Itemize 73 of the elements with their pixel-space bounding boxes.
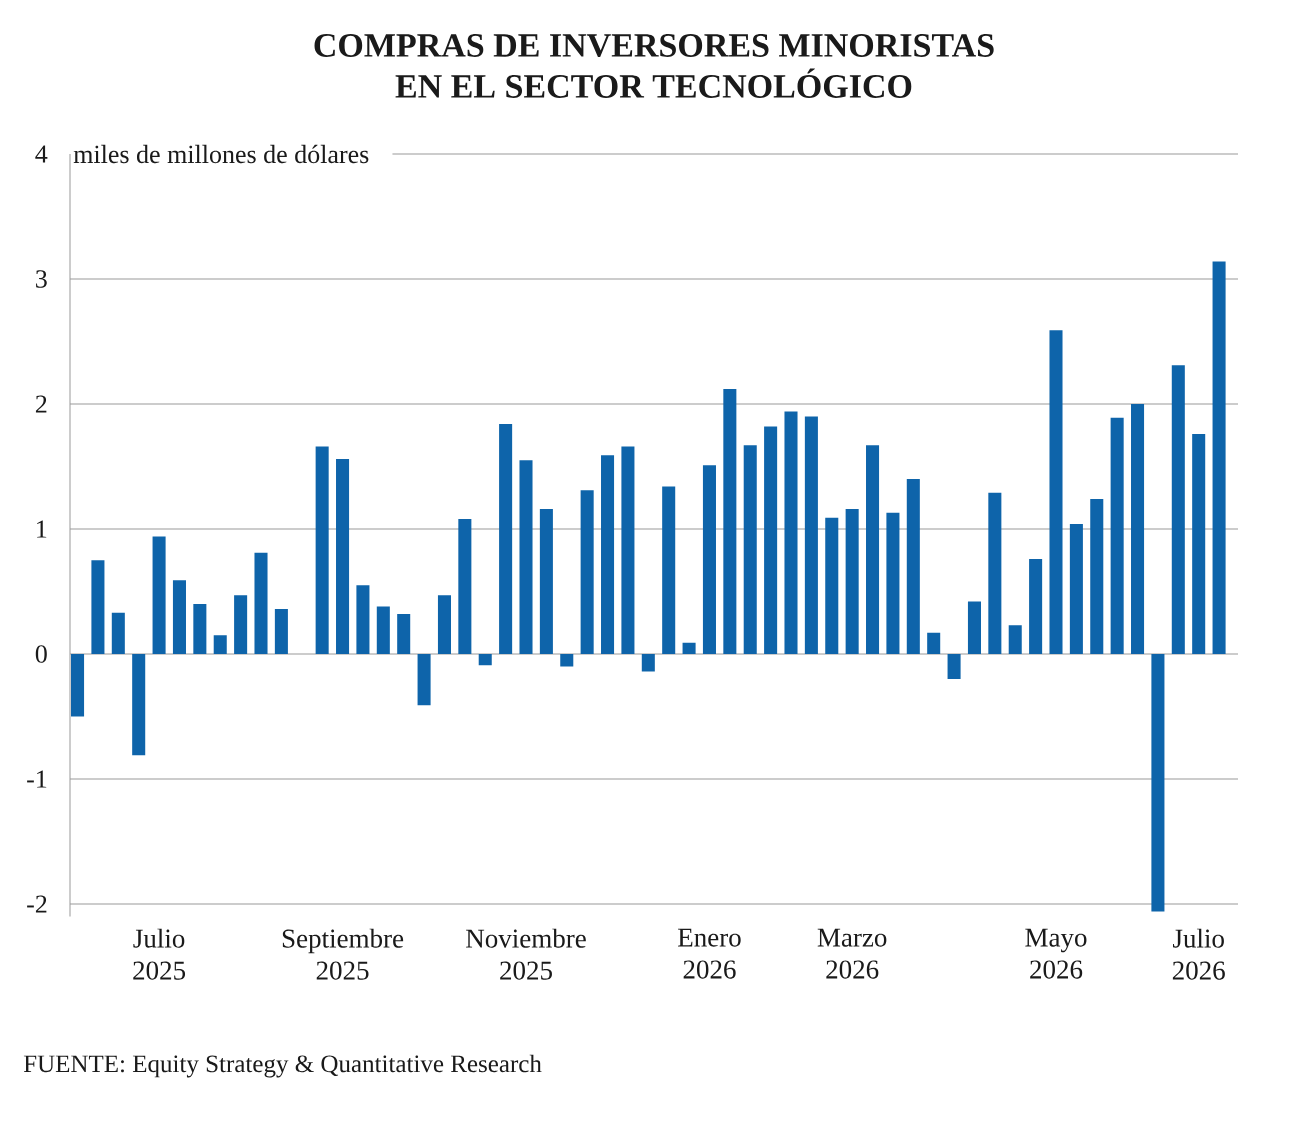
x-tick-label: Septiembre 2025	[282, 928, 404, 980]
bar	[213, 635, 227, 654]
bar	[1049, 330, 1063, 654]
bar	[1151, 653, 1165, 912]
bar	[336, 458, 350, 654]
bar	[743, 445, 757, 654]
bar	[1192, 433, 1206, 654]
bar	[560, 653, 574, 667]
bar	[499, 423, 513, 654]
bar	[71, 653, 85, 717]
bar	[234, 595, 248, 654]
bar	[886, 512, 900, 654]
bar	[784, 411, 798, 654]
x-tick-label: Noviembre 2025	[466, 928, 586, 980]
bar	[478, 653, 492, 666]
bar	[376, 606, 390, 654]
bar	[947, 653, 961, 679]
bar	[417, 653, 431, 706]
bar	[662, 486, 676, 654]
bar	[906, 478, 920, 654]
bar	[927, 632, 941, 654]
bar	[825, 517, 839, 654]
y-tick-label: 0	[35, 645, 47, 663]
y-tick-label: -2	[27, 895, 47, 913]
y-tick-label: 3	[36, 270, 47, 288]
bar	[111, 612, 125, 654]
bar	[437, 595, 451, 654]
bar	[1131, 403, 1145, 654]
chart-title: COMPRAS DE INVERSORES MINORISTAS EN EL SECTOR TECNOLÓGICO	[314, 34, 994, 98]
x-tick-label: Julio 2025	[133, 928, 186, 980]
bar	[254, 552, 268, 654]
bar	[764, 426, 778, 654]
bar	[91, 560, 105, 654]
bar	[1008, 625, 1022, 654]
bar	[866, 445, 880, 654]
bar	[193, 604, 207, 654]
bar	[967, 601, 981, 654]
bar	[804, 416, 818, 654]
bar	[580, 490, 594, 654]
bar	[845, 508, 859, 654]
bar	[1110, 417, 1124, 654]
source-note: FUENTE: Equity Strategy & Quantitative Research	[23, 1054, 542, 1078]
bar	[988, 492, 1002, 654]
bar	[132, 653, 146, 756]
x-tick-label: Julio 2026	[1172, 928, 1225, 980]
y-tick-label: 1	[37, 520, 47, 538]
bar	[621, 446, 635, 654]
bar	[1171, 365, 1185, 654]
bar	[397, 613, 411, 654]
bar	[723, 388, 737, 654]
bar	[1090, 498, 1104, 654]
y-axis-title: miles de millones de dólares	[73, 144, 369, 164]
bar	[152, 536, 166, 654]
x-tick-label: Marzo 2026	[817, 928, 887, 979]
bar	[274, 608, 288, 654]
bar	[1029, 558, 1043, 654]
y-tick-label: 4	[35, 145, 48, 163]
bar	[601, 455, 615, 654]
bar	[641, 653, 655, 672]
bar	[1069, 523, 1083, 654]
bar	[682, 642, 696, 654]
bar	[539, 508, 553, 654]
bar	[315, 446, 329, 654]
bar	[172, 580, 186, 654]
x-tick-label: Enero 2026	[678, 928, 741, 979]
bar	[702, 465, 716, 654]
bar	[356, 585, 370, 654]
bar	[458, 518, 472, 654]
x-tick-label: Mayo 2026	[1025, 928, 1087, 979]
y-tick-label: 2	[35, 395, 47, 413]
y-tick-label: -1	[27, 770, 47, 788]
bar	[1212, 261, 1226, 654]
bar	[519, 460, 533, 654]
